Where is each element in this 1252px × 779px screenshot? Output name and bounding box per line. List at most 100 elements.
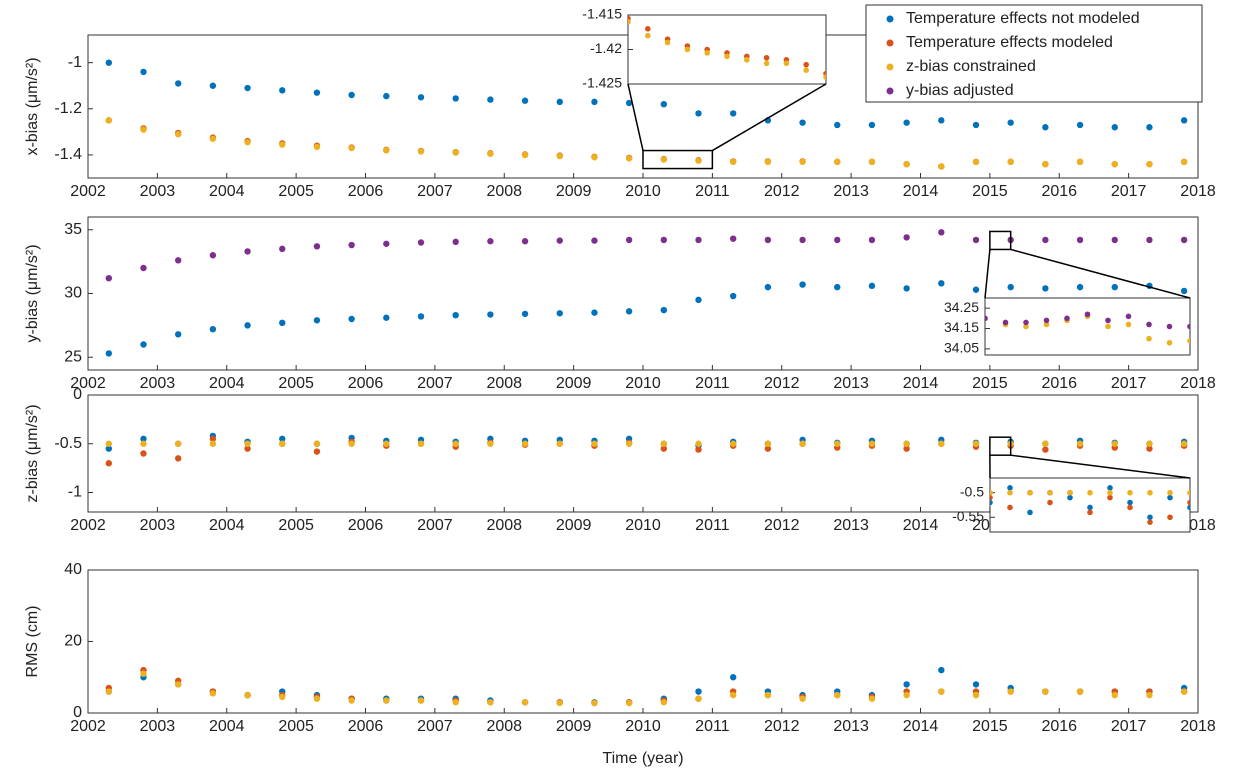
x-tick-label: 2004 bbox=[209, 517, 245, 534]
x-tick-label: 2007 bbox=[417, 517, 453, 534]
point bbox=[665, 40, 671, 46]
x-tick-label: 2009 bbox=[556, 718, 592, 735]
point bbox=[765, 284, 771, 290]
y-tick-label: 34.05 bbox=[944, 340, 979, 356]
point bbox=[695, 441, 701, 447]
y-tick-label: 0 bbox=[73, 386, 82, 403]
point bbox=[1042, 441, 1048, 447]
point bbox=[1042, 688, 1048, 694]
point bbox=[695, 297, 701, 303]
point bbox=[1112, 441, 1118, 447]
x-tick-label: 2007 bbox=[417, 718, 453, 735]
point bbox=[1167, 514, 1173, 520]
point bbox=[973, 692, 979, 698]
point bbox=[1044, 318, 1050, 324]
point bbox=[1077, 122, 1083, 128]
point bbox=[591, 309, 597, 315]
legend-marker bbox=[887, 64, 894, 71]
point bbox=[244, 322, 250, 328]
point bbox=[140, 341, 146, 347]
point bbox=[106, 350, 112, 356]
point bbox=[1023, 320, 1029, 326]
point bbox=[661, 237, 667, 243]
point bbox=[1181, 441, 1187, 447]
point bbox=[383, 147, 389, 153]
point bbox=[348, 92, 354, 98]
y-axis-label: z-bias (μm/s²) bbox=[24, 404, 41, 502]
legend-label: Temperature effects not modeled bbox=[906, 10, 1140, 27]
point bbox=[799, 441, 805, 447]
point bbox=[210, 326, 216, 332]
point bbox=[314, 441, 320, 447]
point bbox=[1087, 490, 1093, 496]
point bbox=[557, 99, 563, 105]
point bbox=[799, 159, 805, 165]
point bbox=[764, 61, 770, 67]
x-tick-label: 2012 bbox=[764, 375, 800, 392]
point bbox=[1146, 441, 1152, 447]
point bbox=[314, 696, 320, 702]
point bbox=[244, 441, 250, 447]
y-tick-label: 20 bbox=[64, 633, 82, 650]
point bbox=[834, 122, 840, 128]
x-tick-label: 2002 bbox=[70, 718, 106, 735]
x-tick-label: 2016 bbox=[1041, 375, 1077, 392]
x-tick-label: 2013 bbox=[833, 375, 869, 392]
point bbox=[279, 246, 285, 252]
x-tick-label: 2016 bbox=[1041, 718, 1077, 735]
point bbox=[973, 286, 979, 292]
point bbox=[418, 239, 424, 245]
point bbox=[1007, 119, 1013, 125]
point bbox=[1107, 490, 1113, 496]
x-tick-label: 2013 bbox=[833, 183, 869, 200]
point bbox=[383, 93, 389, 99]
point bbox=[834, 441, 840, 447]
point bbox=[210, 690, 216, 696]
x-tick-label: 2011 bbox=[695, 517, 730, 534]
point bbox=[1127, 490, 1133, 496]
x-tick-label: 2003 bbox=[140, 517, 176, 534]
point bbox=[903, 441, 909, 447]
point bbox=[1027, 510, 1033, 516]
point bbox=[1007, 485, 1013, 491]
point bbox=[695, 110, 701, 116]
point bbox=[645, 33, 651, 39]
point bbox=[175, 331, 181, 337]
point bbox=[1105, 318, 1111, 324]
point bbox=[1067, 495, 1073, 501]
point bbox=[1003, 320, 1009, 326]
point bbox=[452, 699, 458, 705]
x-tick-label: 2005 bbox=[278, 517, 314, 534]
point bbox=[765, 441, 771, 447]
point bbox=[487, 238, 493, 244]
point bbox=[1077, 237, 1083, 243]
y-tick-label: -1 bbox=[68, 54, 82, 71]
x-tick-label: 2017 bbox=[1111, 183, 1147, 200]
x-tick-label: 2002 bbox=[70, 183, 106, 200]
y-axis-label: y-bias (μm/s²) bbox=[24, 244, 41, 342]
point bbox=[1112, 237, 1118, 243]
x-tick-label: 2010 bbox=[625, 718, 661, 735]
x-tick-label: 2018 bbox=[1180, 375, 1216, 392]
point bbox=[591, 700, 597, 706]
point bbox=[1147, 514, 1153, 520]
point bbox=[418, 313, 424, 319]
y-tick-label: -1.415 bbox=[582, 6, 622, 22]
x-tick-label: 2005 bbox=[278, 718, 314, 735]
point bbox=[1042, 124, 1048, 130]
point bbox=[625, 19, 631, 25]
point bbox=[973, 441, 979, 447]
point bbox=[730, 110, 736, 116]
x-tick-label: 2014 bbox=[903, 517, 939, 534]
point bbox=[1087, 510, 1093, 516]
point bbox=[591, 237, 597, 243]
legend-label: Temperature effects modeled bbox=[906, 34, 1113, 51]
point bbox=[1107, 495, 1113, 501]
point bbox=[1146, 336, 1152, 342]
point bbox=[522, 238, 528, 244]
point bbox=[106, 441, 112, 447]
point bbox=[903, 161, 909, 167]
x-tick-label: 2006 bbox=[348, 718, 384, 735]
point bbox=[799, 696, 805, 702]
